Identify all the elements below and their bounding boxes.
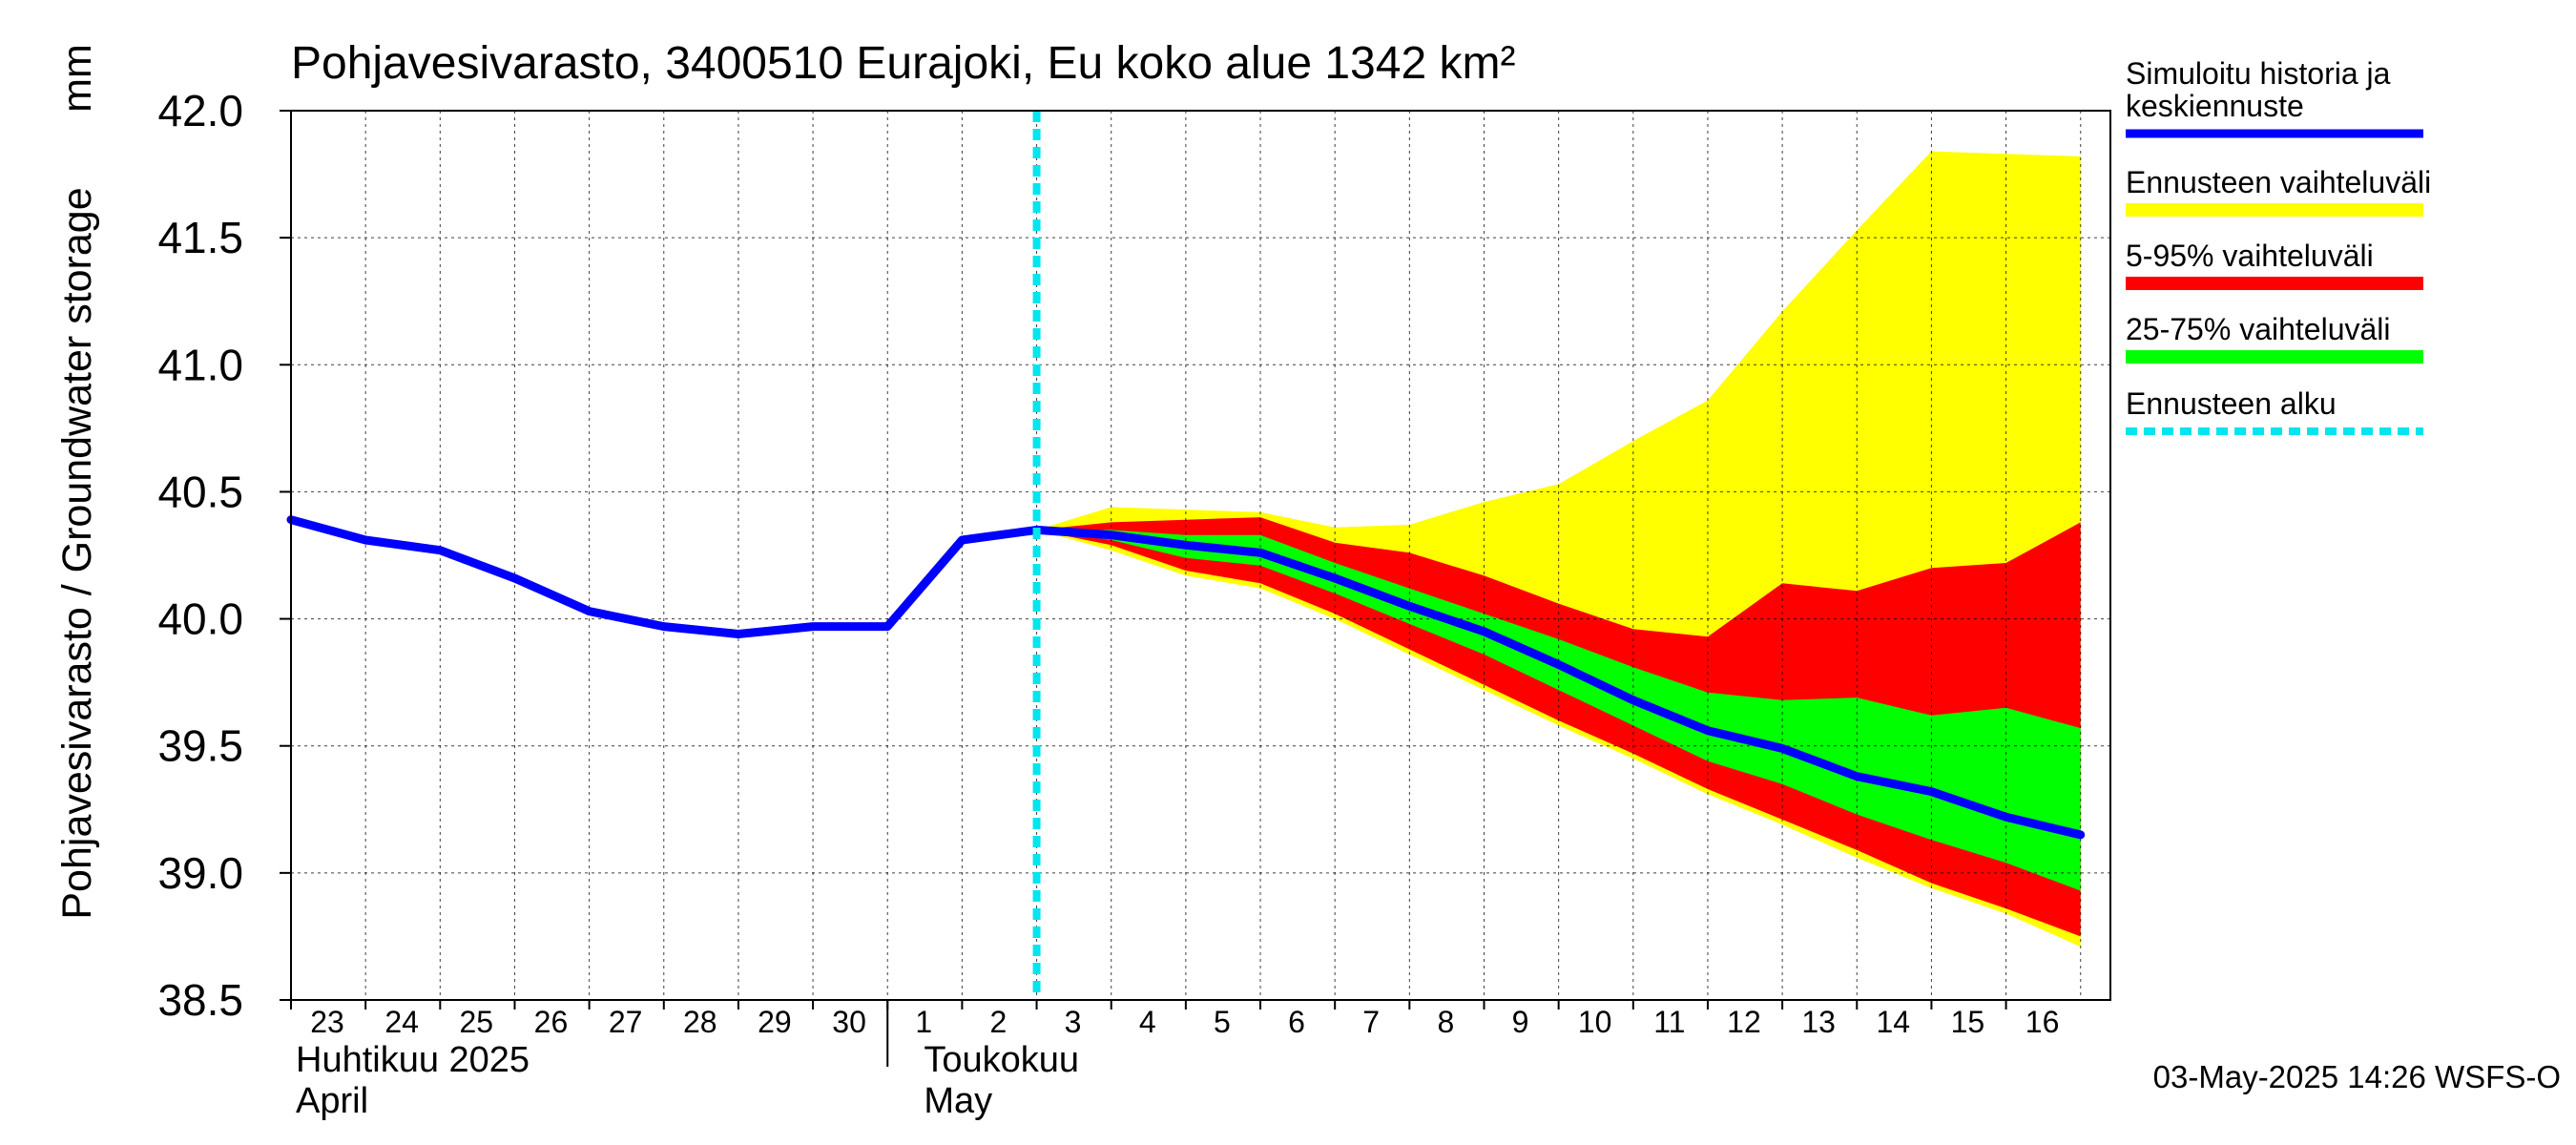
month-label-fi: Toukokuu <box>924 1040 1079 1080</box>
y-axis-unit: mm <box>54 44 100 113</box>
x-tick-label: 15 <box>1951 1005 1985 1039</box>
x-tick-label: 14 <box>1876 1005 1910 1039</box>
x-tick-label: 7 <box>1362 1005 1380 1039</box>
month-label-en: May <box>924 1081 992 1121</box>
band-5-95-vaihteluv-li <box>1036 517 2081 937</box>
band-25-75-vaihteluv-li <box>1036 530 2081 891</box>
y-tick-label: 40.0 <box>157 594 243 644</box>
y-tick-label: 39.5 <box>157 721 243 771</box>
month-label-fi: Huhtikuu 2025 <box>296 1040 530 1080</box>
x-tick-label: 2 <box>990 1005 1008 1039</box>
y-tick-label: 41.0 <box>157 340 243 389</box>
x-tick-label: 25 <box>460 1005 494 1039</box>
y-tick-label: 42.0 <box>157 86 243 135</box>
x-tick-label: 23 <box>310 1005 344 1039</box>
x-tick-label: 9 <box>1512 1005 1529 1039</box>
y-tick-label: 40.5 <box>157 467 243 516</box>
x-tick-label: 8 <box>1437 1005 1454 1039</box>
y-axis: 38.5 39.0 39.5 40.0 40.5 41.0 41.5 42.0 <box>157 86 291 1025</box>
month-label-en: April <box>296 1081 368 1121</box>
x-tick-label: 6 <box>1288 1005 1305 1039</box>
legend-label: 5-95% vaihteluväli <box>2126 239 2374 273</box>
legend-swatch-band <box>2126 350 2423 364</box>
x-tick-label: 24 <box>384 1005 419 1039</box>
x-tick-label: 5 <box>1214 1005 1231 1039</box>
series-lines <box>286 111 2086 1000</box>
x-tick-label: 13 <box>1801 1005 1836 1039</box>
y-tick-label: 41.5 <box>157 213 243 262</box>
series-line-median <box>286 515 2086 840</box>
x-tick-label: 10 <box>1578 1005 1612 1039</box>
y-tick-label: 38.5 <box>157 975 243 1025</box>
x-tick-label: 30 <box>832 1005 866 1039</box>
legend-label: keskiennuste <box>2126 89 2304 123</box>
y-axis-label: Pohjavesivarasto / Groundwater storage <box>54 187 100 919</box>
x-axis: 23 24 25 26 27 28 29 30 1 2 3 4 5 6 7 8 9 10 11 12 13 14 15 16H… <box>290 1000 2060 1121</box>
x-tick-label: 28 <box>683 1005 717 1039</box>
plot-frame <box>290 110 2111 1001</box>
y-tick-label: 39.0 <box>157 848 243 898</box>
legend-label: Ennusteen vaihteluväli <box>2126 165 2431 199</box>
legend-label: Simuloitu historia ja <box>2126 56 2391 91</box>
x-tick-label: 11 <box>1653 1005 1685 1039</box>
x-tick-label: 29 <box>758 1005 792 1039</box>
x-tick-label: 1 <box>915 1005 932 1039</box>
legend-swatch-band <box>2126 277 2423 290</box>
x-tick-label: 27 <box>609 1005 643 1039</box>
x-tick-label: 26 <box>534 1005 569 1039</box>
x-tick-label: 3 <box>1065 1005 1082 1039</box>
timestamp: 03-May-2025 14:26 WSFS-O <box>2153 1059 2561 1094</box>
chart-title: Pohjavesivarasto, 3400510 Eurajoki, Eu k… <box>291 38 1515 89</box>
legend-label: 25-75% vaihteluväli <box>2126 312 2391 346</box>
forecast-bands <box>1036 151 2081 947</box>
x-tick-label: 16 <box>2025 1005 2060 1039</box>
x-tick-label: 12 <box>1727 1005 1761 1039</box>
legend-swatch-band <box>2126 203 2423 217</box>
legend-label: Ennusteen alku <box>2126 386 2337 421</box>
x-tick-label: 4 <box>1139 1005 1156 1039</box>
plot-border <box>290 110 2111 1001</box>
